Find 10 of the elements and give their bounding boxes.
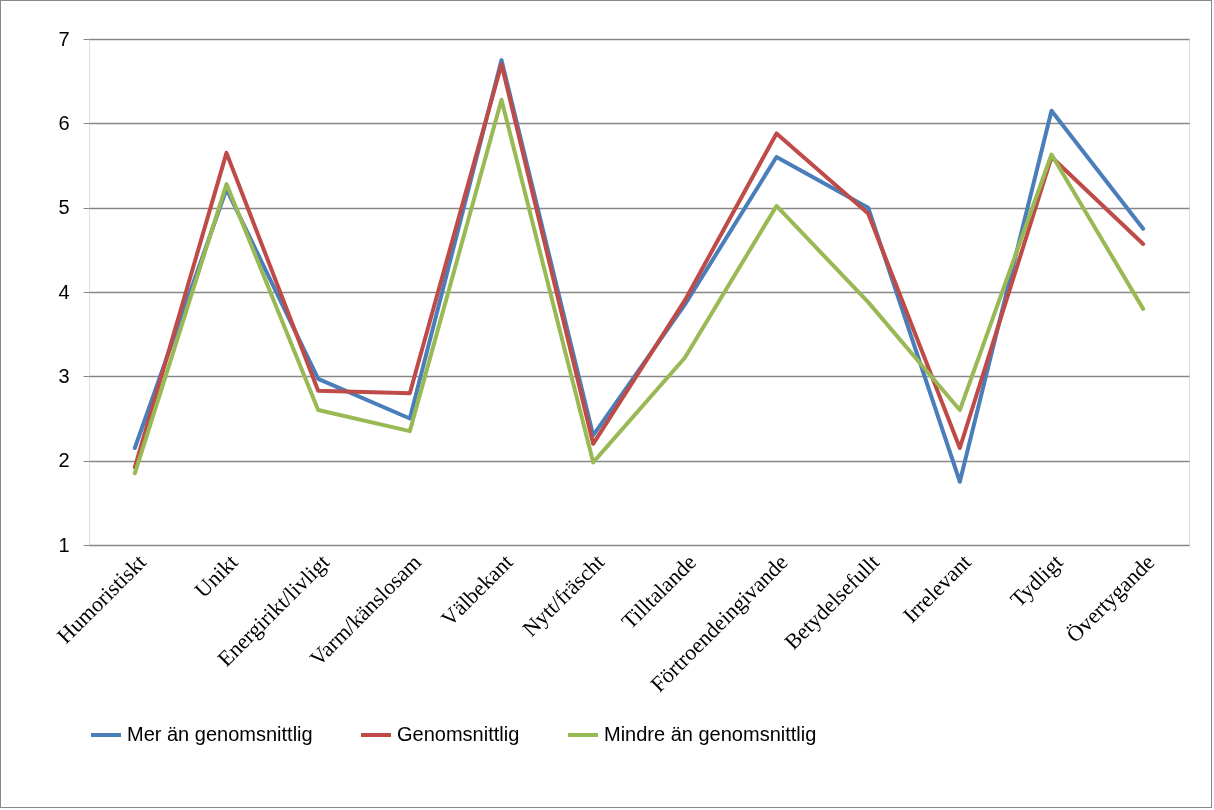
y-tick-label: 4 (58, 280, 70, 303)
y-tick-label: 6 (58, 111, 70, 134)
y-tick-label: 2 (58, 449, 70, 472)
y-tick-label: 5 (58, 196, 70, 219)
legend-label: Mindre än genomsnittlig (604, 723, 817, 745)
legend-label: Genomsnittlig (397, 723, 520, 745)
legend-label: Mer än genomsnittlig (127, 723, 313, 745)
y-tick-label: 7 (58, 27, 70, 50)
y-tick-label: 1 (58, 533, 70, 556)
y-tick-label: 3 (58, 364, 70, 387)
